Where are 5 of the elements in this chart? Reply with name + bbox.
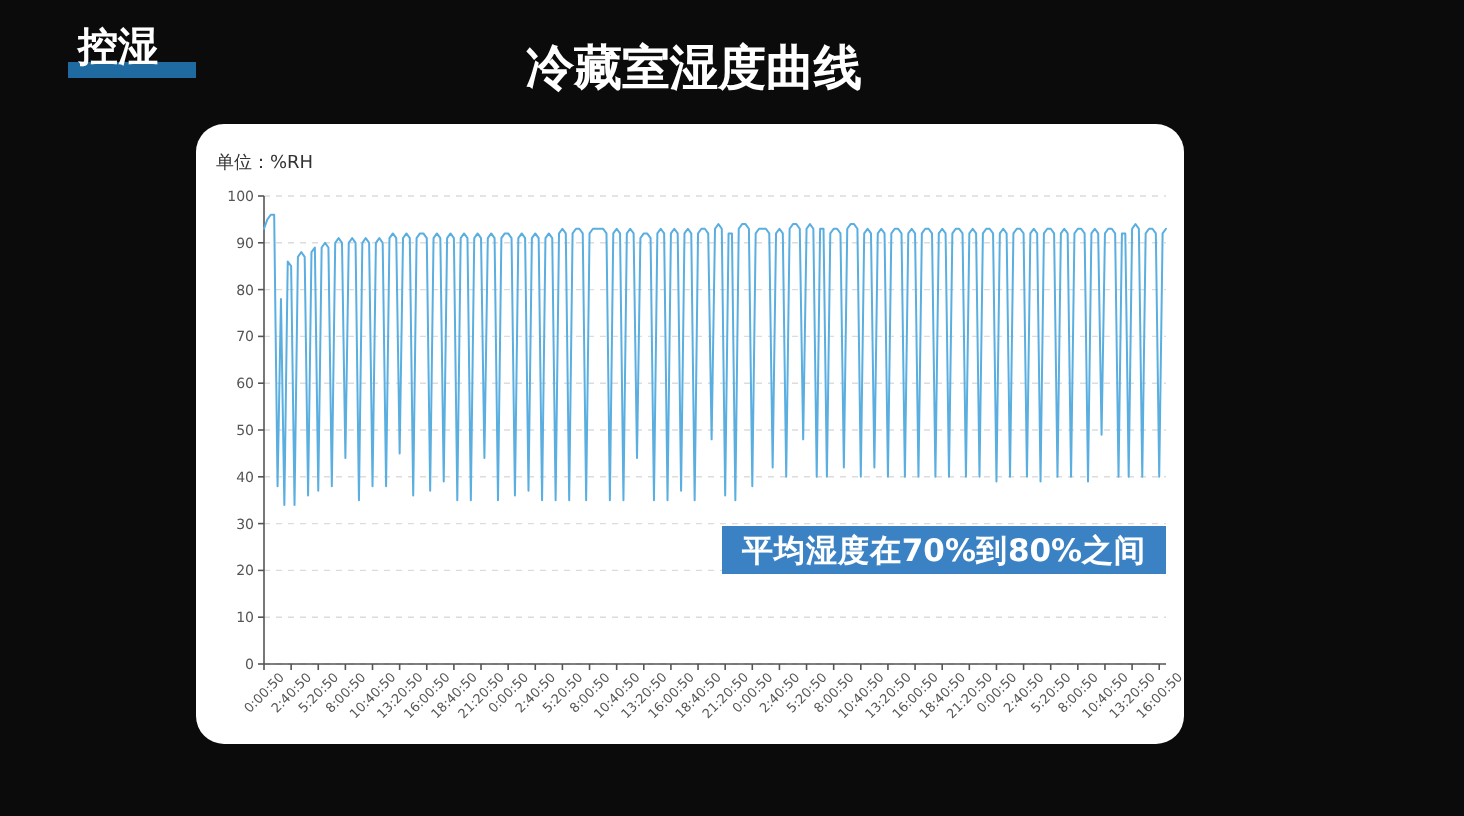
annotation: 平均湿度在70%到80%之间 [739, 531, 1147, 570]
y-axis-title: 单位：%RH [216, 152, 314, 174]
chart-title: 冷藏室湿度曲线 [526, 40, 862, 96]
line-series [263, 213, 1167, 506]
text: 控湿 [76, 22, 158, 70]
